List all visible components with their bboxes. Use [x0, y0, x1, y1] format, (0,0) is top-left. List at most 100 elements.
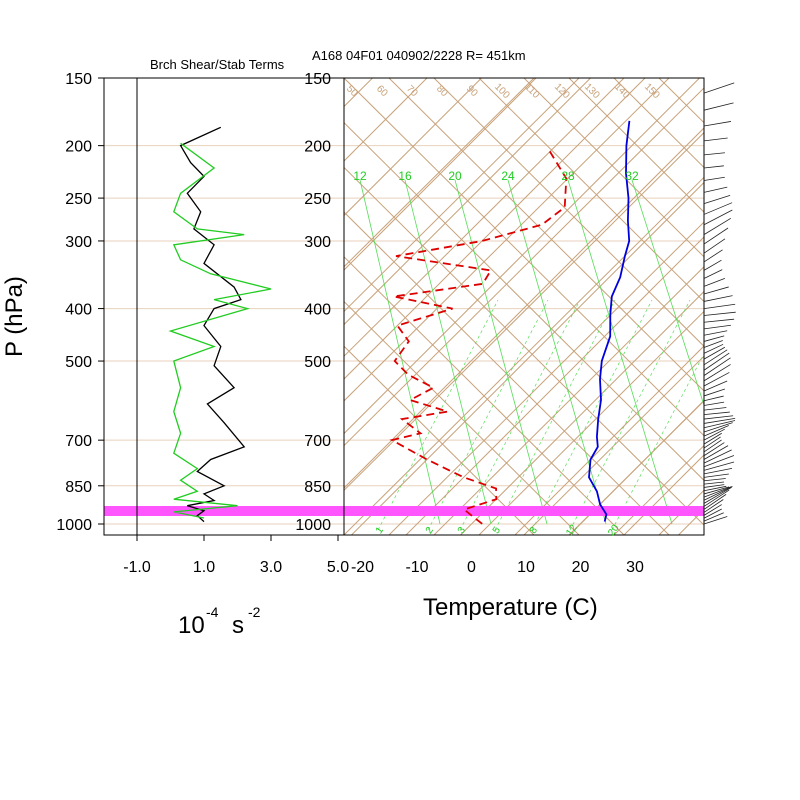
- wind-barb: [703, 478, 726, 482]
- adiabat-label: 110: [522, 82, 541, 101]
- isotherm: [344, 78, 482, 217]
- wind-barb: [703, 415, 734, 420]
- isotherm: [344, 127, 704, 489]
- mixing-ratio-bottom-label: 2: [424, 525, 436, 536]
- isotherm: [623, 454, 704, 535]
- wind-barb: [703, 277, 726, 287]
- isotherm: [344, 78, 537, 271]
- wind-barb: [703, 311, 736, 316]
- moist-adiabat: [568, 78, 704, 213]
- dry-adiabat: [344, 78, 535, 268]
- mixing-ratio-bottom-label: 1: [374, 525, 386, 536]
- mixing-ratio-label: 28: [561, 169, 575, 183]
- wind-barb: [703, 486, 732, 498]
- wind-barb: [703, 121, 732, 127]
- mixing-ratio-bottom-label: 20: [606, 522, 622, 538]
- shear-tick-labels: -1.0 1.0 3.0 5.0: [123, 535, 349, 576]
- temperature-dewpoint-series: [389, 120, 631, 525]
- wind-barb: [703, 468, 733, 475]
- temperature-tick-label: 10: [517, 559, 535, 576]
- isotherm: [733, 78, 800, 535]
- shear-tick-label: 3.0: [260, 559, 282, 576]
- mixing-ratio-label: 24: [501, 169, 515, 183]
- pressure-tick-label: 850: [304, 479, 331, 496]
- wind-barb: [703, 484, 725, 488]
- adiabat-label: 100: [492, 81, 512, 101]
- shear-tick-label: 1.0: [193, 559, 215, 576]
- wind-barb: [703, 504, 722, 516]
- pressure-tick-label: 400: [304, 302, 331, 319]
- temperature-tick-label: 20: [572, 559, 590, 576]
- adiabat-label: 140: [612, 81, 632, 101]
- pressure-tick-label: 500: [304, 354, 331, 371]
- wind-barb: [703, 425, 729, 437]
- wind-barb: [703, 516, 728, 525]
- wind-barb: [703, 318, 735, 323]
- moist-adiabat: [344, 345, 535, 535]
- moist-adiabat: [344, 300, 580, 535]
- wind-barb: [703, 388, 726, 397]
- wind-barb: [703, 352, 730, 371]
- adiabat-label: 60: [374, 83, 390, 99]
- skewt-background-lines: [0, 78, 800, 535]
- isotherm: [344, 78, 700, 435]
- pressure-tick-label: 250: [304, 191, 331, 208]
- unit-s: s: [232, 612, 244, 639]
- mixing-ratio-line: [404, 179, 492, 525]
- isotherm: [787, 78, 800, 535]
- wind-barb: [703, 395, 724, 402]
- wind-barb: [703, 401, 725, 406]
- wind-barb: [703, 486, 733, 501]
- temperature-tick-label: -10: [405, 559, 428, 576]
- dry-adiabat: [568, 400, 704, 535]
- mixing-ratio-line: [611, 352, 704, 531]
- pressure-tick-label: 700: [65, 433, 92, 450]
- wind-barbs: [703, 82, 736, 525]
- pressure-tick-label: 300: [304, 234, 331, 251]
- mixing-ratio-bottom-label: 3: [456, 525, 468, 536]
- pressure-tick-label: 1000: [56, 517, 92, 534]
- wind-barb: [703, 461, 735, 471]
- mixing-ratio-label: 16: [398, 169, 412, 183]
- wind-barb: [703, 357, 731, 376]
- mixing-ratio-label: 20: [448, 169, 462, 183]
- wind-barb: [703, 195, 731, 205]
- adiabat-label: 90: [464, 83, 480, 99]
- wind-barb: [703, 420, 736, 429]
- isotherm: [0, 78, 209, 535]
- wind-barb: [703, 186, 728, 193]
- wind-barb: [703, 238, 726, 254]
- wind-barb: [703, 485, 727, 492]
- isotherm: [344, 78, 646, 380]
- temperature-tick-label: -20: [351, 559, 374, 576]
- pressure-tick-label: 300: [65, 234, 92, 251]
- skewt-panel-frame: [343, 77, 705, 536]
- wind-barb: [703, 335, 725, 342]
- wind-barb: [703, 411, 730, 416]
- adiabat-labels: 50 60 70 80 90 100 110 120 130 140 150: [344, 81, 662, 101]
- pressure-tick-label: 150: [65, 71, 92, 88]
- pressure-tick-label: 400: [65, 302, 92, 319]
- mixing-ratio-bottom-label: 5: [491, 525, 503, 536]
- wind-barb: [703, 380, 728, 392]
- mixing-ratio-line: [567, 179, 673, 525]
- wind-barb: [703, 340, 723, 348]
- moist-adiabat: [388, 78, 704, 392]
- wind-barb: [703, 259, 722, 271]
- pressure-tick-label: 250: [65, 191, 92, 208]
- adiabat-label: 70: [404, 83, 420, 99]
- temperature-profile: [588, 120, 631, 522]
- wind-barb: [703, 432, 722, 445]
- wind-barb: [703, 407, 727, 411]
- moist-adiabat: [613, 78, 704, 169]
- wind-barb: [703, 209, 733, 226]
- pressure-tick-labels-middle: 150 200 250 300 400 500 700 850 1000: [295, 71, 331, 534]
- mixing-ratio-line: [569, 299, 691, 531]
- mixing-ratio-line: [531, 299, 653, 531]
- shear-tick-label: -1.0: [123, 559, 151, 576]
- wind-barb: [703, 82, 735, 94]
- mixing-ratio-line: [631, 179, 704, 407]
- shear-stability-series: [168, 126, 272, 523]
- pressure-tick-label: 1000: [295, 517, 331, 534]
